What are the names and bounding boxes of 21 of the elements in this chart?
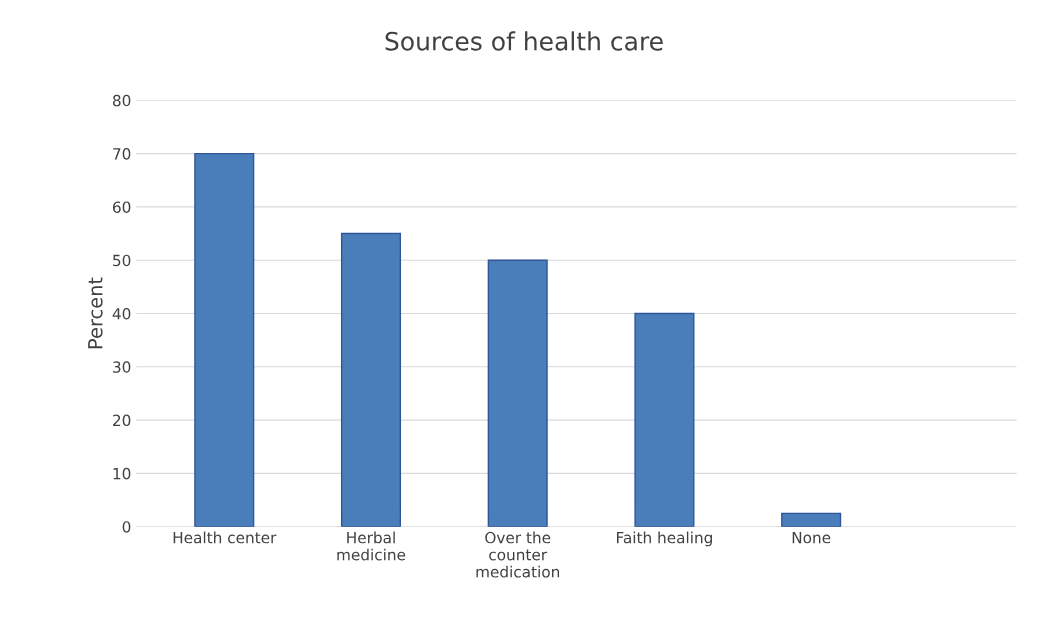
y-tick-label: 40 xyxy=(112,307,131,320)
bar xyxy=(194,152,255,527)
x-tick-label: Health center xyxy=(173,531,277,544)
bar xyxy=(634,312,695,527)
y-axis-title: Percent xyxy=(88,277,103,349)
y-tick-label: 20 xyxy=(113,414,131,427)
bar xyxy=(781,512,842,527)
y-tick-label: 70 xyxy=(113,148,131,160)
y-tick-label: 80 xyxy=(112,94,131,107)
x-tick-label: None xyxy=(792,532,831,544)
y-tick-label: 30 xyxy=(113,361,131,373)
chart-title: Sources of health care xyxy=(385,31,663,51)
x-tick-label: Faith healing xyxy=(617,531,712,547)
y-tick-label: 50 xyxy=(113,254,131,267)
y-tick-label: 10 xyxy=(113,467,131,480)
x-tick-label: Over the counter medication xyxy=(476,531,560,578)
bar xyxy=(487,259,548,527)
x-tick-label: Herbal medicine xyxy=(337,531,406,561)
bar xyxy=(340,232,402,527)
y-tick-label: 60 xyxy=(113,201,131,213)
y-tick-label: 0 xyxy=(122,521,131,533)
